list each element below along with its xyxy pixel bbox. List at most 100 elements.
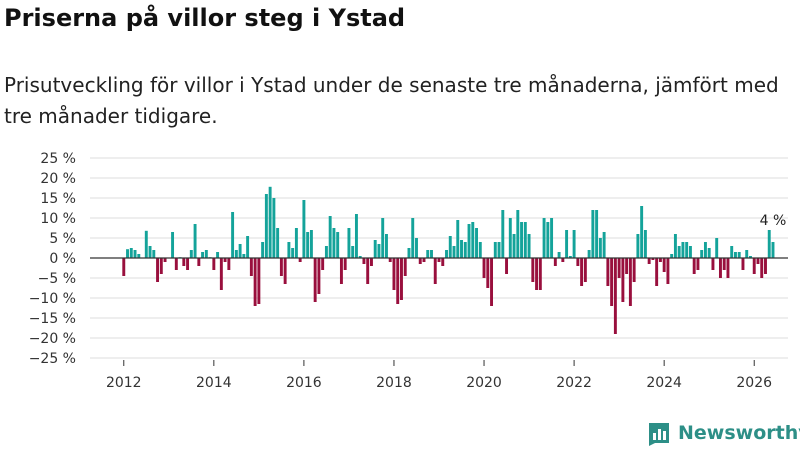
bar — [193, 224, 197, 258]
bar — [231, 212, 235, 258]
y-tick-label: 20 % — [40, 171, 76, 187]
bar — [643, 230, 647, 258]
bar — [587, 250, 591, 258]
bar — [283, 258, 287, 284]
bar — [189, 250, 193, 258]
bar — [486, 258, 490, 288]
bar — [227, 258, 231, 270]
bar — [662, 258, 666, 272]
bar — [171, 232, 175, 258]
bar — [351, 246, 355, 258]
bar — [460, 240, 463, 258]
bar — [201, 252, 205, 258]
bar — [452, 246, 456, 258]
bar — [456, 220, 460, 258]
bar — [182, 258, 186, 266]
bar — [471, 222, 475, 258]
bar — [749, 256, 752, 258]
bar — [673, 234, 677, 258]
bar — [561, 258, 565, 262]
bar — [572, 230, 576, 258]
bar — [598, 238, 602, 258]
bar — [670, 254, 674, 258]
bar — [381, 218, 385, 258]
bar — [396, 258, 400, 304]
bar — [302, 200, 306, 258]
y-axis-ticks: 25 % 20 % 15 % 10 % 5 % 0 % −5 % −10 % −15 % −20 … — [29, 151, 76, 367]
chart-title: Priserna på villor steg i Ystad — [4, 4, 406, 32]
bar — [400, 258, 403, 300]
bar — [336, 232, 340, 258]
bar — [291, 248, 295, 258]
bar — [542, 218, 546, 258]
bar — [415, 238, 418, 258]
bar — [441, 258, 445, 266]
bar — [317, 258, 321, 294]
bar — [407, 248, 411, 258]
bar — [328, 216, 332, 258]
y-tick-label: −5 % — [38, 271, 76, 287]
bar — [332, 228, 336, 258]
bar — [437, 258, 441, 262]
bar — [418, 258, 422, 264]
bar — [688, 246, 692, 258]
bar — [448, 236, 452, 258]
bar — [261, 242, 265, 258]
bar — [568, 256, 572, 258]
bar — [771, 242, 775, 258]
bar — [186, 258, 190, 270]
bar — [557, 252, 561, 258]
bar — [718, 258, 722, 278]
chart-subtitle: Prisutveckling för villor i Ystad under … — [4, 73, 779, 128]
x-tick-label: 2012 — [106, 375, 142, 391]
bar — [430, 250, 433, 258]
bar — [212, 258, 216, 270]
bar — [501, 210, 505, 258]
bar — [733, 252, 737, 258]
bar — [756, 258, 760, 264]
bar — [426, 250, 430, 258]
bar — [174, 258, 178, 270]
bar — [550, 218, 554, 258]
bar — [640, 206, 644, 258]
bar — [257, 258, 261, 304]
bar — [276, 228, 280, 258]
y-tick-label: −10 % — [29, 291, 76, 307]
bar — [287, 242, 291, 258]
bar — [234, 250, 238, 258]
y-tick-label: 10 % — [40, 211, 76, 227]
bar — [745, 250, 749, 258]
bar — [636, 234, 640, 258]
bar — [658, 258, 662, 262]
x-tick-label: 2020 — [466, 375, 502, 391]
y-tick-label: −20 % — [29, 331, 76, 347]
bar — [373, 240, 377, 258]
bar — [681, 242, 685, 258]
bar — [388, 258, 392, 262]
bar — [144, 230, 148, 258]
bar — [313, 258, 317, 302]
bar — [253, 258, 257, 306]
bar — [445, 250, 448, 258]
bar — [343, 258, 347, 270]
bar — [163, 258, 167, 262]
x-tick-label: 2026 — [736, 375, 772, 391]
bar — [595, 210, 599, 258]
bar — [152, 250, 156, 258]
bar — [726, 258, 730, 278]
bar — [602, 232, 606, 258]
bar — [309, 230, 313, 258]
bar — [422, 258, 426, 262]
bar — [216, 252, 220, 258]
bar — [298, 258, 302, 262]
bar — [433, 258, 437, 284]
bar — [272, 198, 276, 258]
bar — [617, 258, 621, 278]
bar — [606, 258, 610, 286]
bar — [126, 249, 129, 258]
bar — [497, 242, 501, 258]
bar — [463, 242, 467, 258]
bar — [628, 258, 632, 306]
bar — [553, 258, 557, 266]
